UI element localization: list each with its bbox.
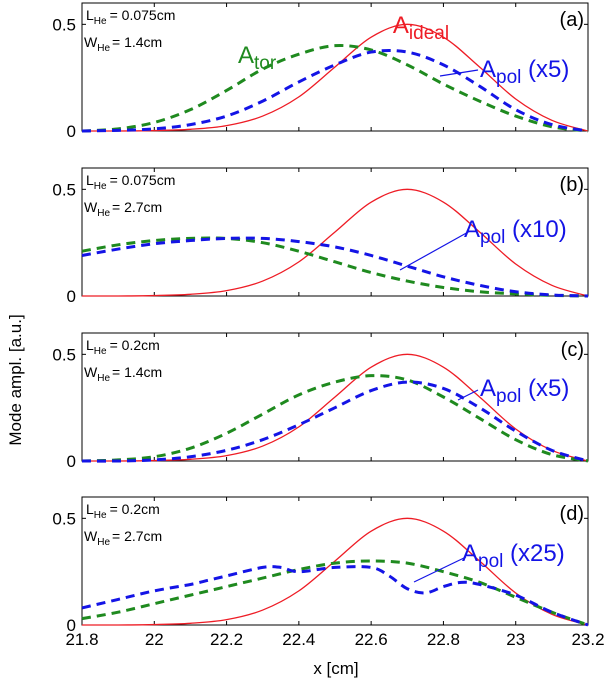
- y-tick-label: 0.5: [52, 180, 76, 199]
- series-pol-line: [81, 565, 589, 627]
- series-label-pol: Apol (x10): [464, 216, 567, 248]
- param-length: LHe = 0.2cm: [86, 337, 160, 357]
- series-label-pol: Apol (x5): [480, 375, 569, 407]
- y-tick-label: 0.5: [52, 509, 76, 528]
- series-label-pol: Apol (x5): [480, 56, 569, 88]
- series-label-ideal: Aideal: [393, 12, 449, 44]
- series-tor-line: [81, 559, 589, 627]
- series-pol-line: [81, 48, 589, 133]
- panel-c: 0 0.5 LHe = 0.2cm WHe = 1.4cm (c) Apol (x5): [52, 332, 589, 471]
- plot-frame: [81, 167, 589, 297]
- x-tick-label: 22.2: [210, 630, 243, 649]
- label-leader-pol: [439, 69, 479, 77]
- x-tick-label: 23.2: [571, 630, 604, 649]
- y-tick-label: 0.5: [52, 345, 76, 364]
- series-tor-line: [81, 236, 589, 298]
- y-axis-label: Mode ampl. [a.u.]: [6, 314, 25, 445]
- y-tick-label: 0.5: [52, 15, 76, 34]
- panel-letter: (b): [560, 174, 584, 196]
- plot-frame: [81, 496, 589, 626]
- series-tor-line: [81, 44, 589, 133]
- panel-b: 0 0.5 LHe = 0.075cm WHe = 2.7cm (b) Apol (x10): [52, 167, 589, 306]
- x-axis-label: x [cm]: [313, 659, 358, 678]
- x-tick-label: 22.4: [282, 630, 315, 649]
- param-length: LHe = 0.075cm: [86, 172, 175, 192]
- series-ideal-line: [81, 517, 589, 626]
- series-ideal-line: [81, 23, 589, 132]
- series-tor-line: [81, 374, 589, 463]
- param-width: WHe = 1.4cm: [84, 364, 162, 384]
- x-tick-label: 21.8: [65, 630, 98, 649]
- label-leader-pol: [457, 389, 479, 401]
- series-pol-line: [81, 236, 589, 298]
- plot-frame: [81, 332, 589, 462]
- param-width: WHe = 2.7cm: [84, 528, 162, 548]
- param-width: WHe = 2.7cm: [84, 199, 162, 219]
- series-label-pol: Apol (x25): [462, 540, 565, 572]
- y-tick-label: 0: [67, 452, 76, 471]
- y-tick-label: 0: [67, 122, 76, 141]
- label-leader-pol: [399, 230, 471, 271]
- panel-a: 0 0.5 LHe = 0.075cm WHe = 1.4cm (a) Aideal Ator A…: [52, 2, 589, 141]
- panel-d: 21.8 22 22.2 22.4 22.6 22.8 23 23.2 0 0.5 LHe = 0.2…: [52, 496, 605, 649]
- param-length: LHe = 0.2cm: [86, 501, 160, 521]
- x-tick-label: 22.6: [355, 630, 388, 649]
- x-tick-label: 22.8: [427, 630, 460, 649]
- label-leader-pol: [413, 556, 467, 583]
- plot-frame: [81, 2, 589, 132]
- panel-letter: (a): [560, 9, 584, 31]
- panels: 0 0.5 LHe = 0.075cm WHe = 1.4cm (a) Aideal Ator A…: [52, 2, 605, 649]
- series-ideal-line: [81, 188, 589, 297]
- param-length: LHe = 0.075cm: [86, 7, 175, 27]
- series-label-tor: Ator: [238, 42, 277, 74]
- series-pol-line: [81, 380, 589, 463]
- panel-letter: (d): [560, 503, 584, 525]
- panel-letter: (c): [561, 339, 584, 361]
- y-tick-label: 0: [67, 616, 76, 635]
- x-tick-label: 22: [145, 630, 164, 649]
- y-tick-label: 0: [67, 287, 76, 306]
- x-tick-label: 23: [506, 630, 525, 649]
- param-width: WHe = 1.4cm: [84, 34, 162, 54]
